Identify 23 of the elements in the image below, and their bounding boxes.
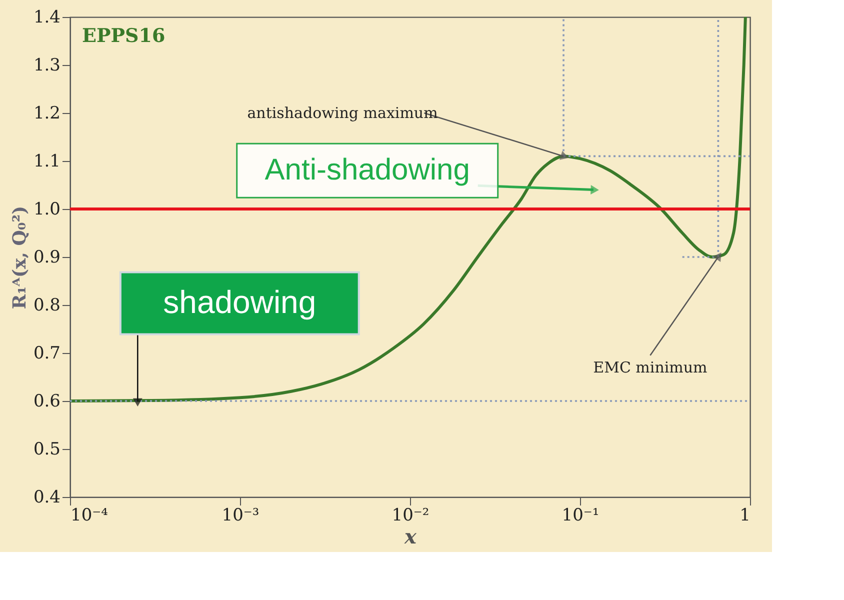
y-tick-label: 1.1 (33, 152, 60, 172)
y-tick-label: 0.8 (33, 296, 60, 316)
y-tick-label: 1.2 (33, 104, 60, 124)
x-tick-label: 10⁻¹ (562, 506, 600, 526)
x-tick-label: 10⁻⁴ (70, 506, 108, 526)
annotation: Anti-shadowing (264, 154, 470, 187)
y-tick-label: 1.3 (33, 56, 60, 76)
y-tick-label: 1.4 (33, 8, 60, 28)
x-tick-label: 1 (740, 506, 750, 526)
y-tick-label: 0.7 (33, 344, 60, 364)
y-tick-label: 1.0 (33, 200, 60, 220)
y-axis-title: R₁ᴬ(x, Q₀²) (9, 206, 30, 310)
y-tick-label: 0.6 (33, 392, 60, 412)
x-tick-label: 10⁻² (392, 506, 430, 526)
y-tick-label: 0.4 (33, 488, 60, 508)
annotation: EMC minimum (593, 358, 708, 376)
text: EPPS16 (82, 25, 166, 47)
annotation: shadowing (163, 284, 316, 320)
y-tick-label: 0.5 (33, 440, 60, 460)
x-tick-label: 10⁻³ (222, 506, 260, 526)
x-axis-title: x (404, 524, 418, 548)
y-tick-label: 0.9 (33, 248, 60, 268)
annotation: antishadowing maximum (247, 104, 438, 122)
